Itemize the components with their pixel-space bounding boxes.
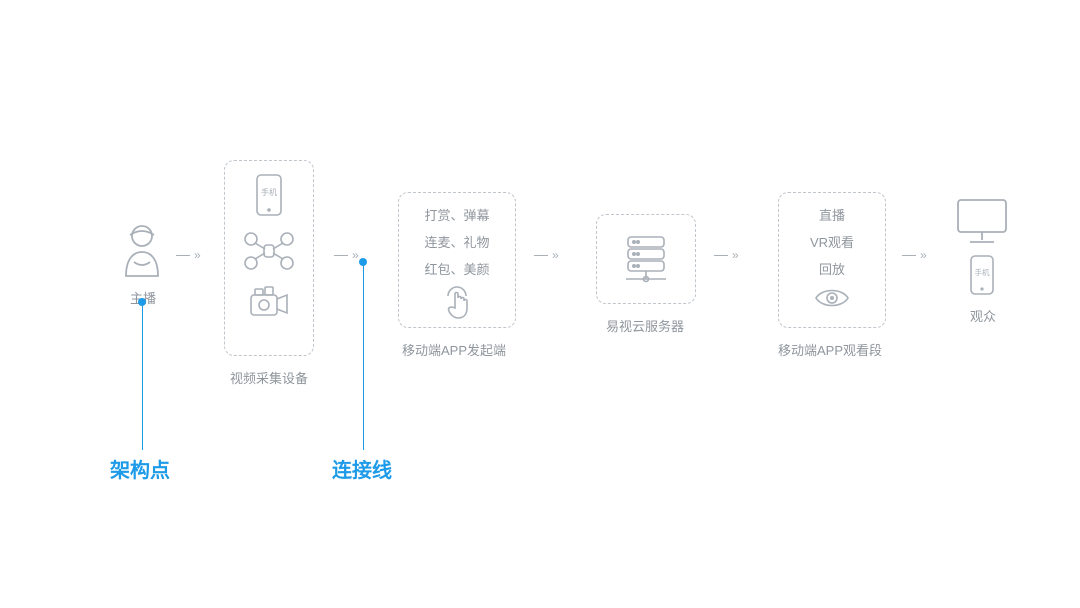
phone-icon: 手机: [254, 173, 284, 217]
arrow-5: »: [902, 249, 926, 261]
eye-icon: [814, 286, 850, 310]
monitor-icon: [952, 196, 1012, 246]
callout-edge-line: [363, 262, 364, 450]
flowchart-stage: 主播 手机: [0, 0, 1080, 608]
camera-icon: [245, 285, 293, 321]
phone-small-text: 手机: [975, 267, 990, 277]
host-person-icon: [120, 222, 164, 278]
app-view-line-3: 回放: [819, 259, 845, 278]
node-app-view: 直播 VR观看 回放: [778, 192, 886, 328]
arrow-2: »: [334, 249, 358, 261]
label-app-send: 移动端APP发起端: [402, 340, 506, 359]
arrow-3: »: [534, 249, 558, 261]
label-audience: 观众: [970, 306, 996, 325]
label-server: 易视云服务器: [606, 316, 684, 335]
arrow-1: »: [176, 249, 200, 261]
callout-node-label: 架构点: [110, 454, 170, 483]
phone-small-icon: 手机: [968, 254, 996, 296]
callout-edge-label: 连接线: [332, 454, 392, 483]
label-app-view: 移动端APP观看段: [778, 340, 882, 359]
node-server: [596, 214, 696, 304]
server-rack-icon: [618, 231, 674, 287]
phone-text: 手机: [261, 187, 277, 197]
app-send-line-2: 连麦、礼物: [424, 232, 489, 251]
node-app-send: 打赏、弹幕 连麦、礼物 红包、美颜: [398, 192, 516, 328]
app-send-line-1: 打赏、弹幕: [424, 205, 489, 224]
drone-icon: [242, 231, 296, 271]
app-send-line-3: 红包、美颜: [424, 259, 489, 278]
callout-node-line: [142, 302, 143, 450]
app-view-line-2: VR观看: [810, 232, 854, 251]
app-view-line-1: 直播: [819, 205, 845, 224]
node-devices: 手机: [224, 160, 314, 356]
arrow-4: »: [714, 249, 738, 261]
tap-hand-icon: [440, 286, 474, 322]
label-devices: 视频采集设备: [230, 368, 308, 387]
node-audience: 手机: [952, 196, 1012, 296]
node-host: [120, 222, 164, 278]
